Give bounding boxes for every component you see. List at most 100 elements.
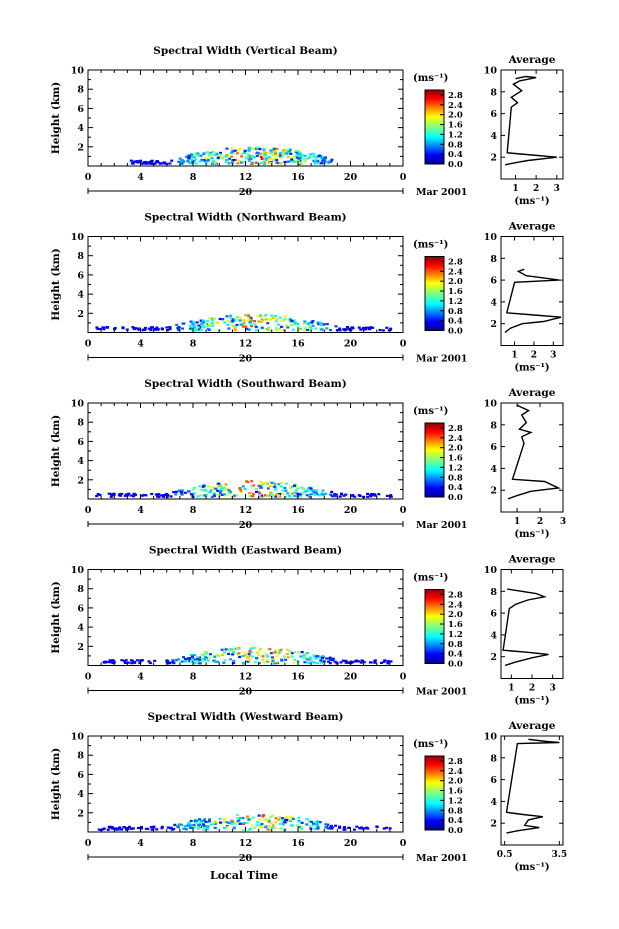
heatmap-cell bbox=[218, 485, 222, 488]
heatmap-cell bbox=[226, 319, 230, 322]
x-tick-label: 12 bbox=[239, 672, 252, 683]
heatmap-cell bbox=[204, 820, 208, 823]
y-tick-label: 4 bbox=[77, 290, 84, 301]
heatmap-cell bbox=[111, 659, 115, 662]
heatmap-cell bbox=[311, 152, 315, 155]
average-y-tick-label: 6 bbox=[490, 609, 497, 620]
heatmap-cell bbox=[283, 160, 287, 164]
heatmap-cell bbox=[178, 489, 181, 492]
heatmap-cell bbox=[233, 325, 237, 329]
heatmap-cell bbox=[373, 661, 377, 664]
heatmap-cell bbox=[247, 146, 251, 149]
heatmap-cell bbox=[208, 317, 212, 320]
heatmap-cell bbox=[201, 485, 205, 488]
heatmap-cell bbox=[253, 320, 256, 323]
heatmap-cell bbox=[241, 654, 245, 658]
heatmap-cell bbox=[212, 492, 216, 495]
heatmap-cell bbox=[166, 826, 170, 829]
heatmap-cell bbox=[302, 655, 306, 659]
heatmap-cell bbox=[264, 314, 268, 317]
heatmap-cell bbox=[149, 160, 153, 163]
x-tick-label: 8 bbox=[190, 505, 197, 516]
heatmap-cell bbox=[373, 493, 376, 496]
heatmap-cell bbox=[323, 161, 327, 164]
heatmap-cell bbox=[266, 660, 270, 663]
heatmap-cell bbox=[309, 493, 313, 496]
y-tick-label: 6 bbox=[77, 437, 84, 448]
heatmap-cell bbox=[201, 823, 205, 826]
heatmap-cell bbox=[377, 493, 381, 496]
heatmap-cell bbox=[199, 494, 203, 497]
heatmap-cell bbox=[140, 825, 143, 829]
heatmap-cell bbox=[238, 317, 242, 320]
heatmap-cell bbox=[257, 661, 261, 665]
heatmap-cell bbox=[150, 828, 154, 831]
heatmap-cell bbox=[246, 153, 250, 156]
heatmap-cell bbox=[317, 155, 321, 158]
x-tick-label: 12 bbox=[239, 505, 252, 516]
heatmap-cell bbox=[252, 147, 255, 150]
heatmap-cell bbox=[193, 486, 196, 489]
heatmap-cell bbox=[248, 491, 252, 495]
heatmap-cell bbox=[270, 483, 274, 487]
heatmap-cell bbox=[107, 492, 111, 495]
heatmap-cell bbox=[329, 160, 333, 163]
heatmap-cell bbox=[324, 826, 328, 829]
heatmap-cell bbox=[268, 648, 272, 651]
colorbar-tick-label: 1.2 bbox=[448, 130, 463, 140]
heatmap-cell bbox=[253, 826, 257, 829]
heatmap-cell bbox=[209, 154, 213, 157]
heatmap-cell bbox=[286, 160, 290, 163]
colorbar-tick-label: 1.6 bbox=[448, 454, 463, 464]
heatmap-cell bbox=[292, 661, 296, 664]
colorbar-tick-label: 2.8 bbox=[448, 424, 463, 434]
average-y-tick-label: 10 bbox=[484, 399, 498, 410]
heatmap-cell bbox=[265, 482, 269, 485]
heatmap-cell bbox=[255, 824, 259, 827]
heatmap-cell bbox=[342, 827, 346, 830]
heatmap-cell bbox=[359, 328, 363, 331]
heatmap-cell bbox=[186, 824, 190, 827]
heatmap-cell bbox=[352, 828, 356, 831]
heatmap-cell bbox=[274, 157, 278, 160]
average-y-tick-label: 8 bbox=[490, 420, 497, 431]
heatmap-cell bbox=[258, 818, 262, 821]
heatmap-cell bbox=[271, 814, 275, 817]
heatmap-cell bbox=[258, 147, 262, 151]
heatmap-cell bbox=[247, 313, 251, 316]
y-tick-label: 10 bbox=[71, 399, 85, 410]
heatmap-cell bbox=[284, 324, 288, 327]
heatmap-cell bbox=[231, 318, 235, 321]
heatmap-cell bbox=[333, 493, 337, 496]
heatmap-cell bbox=[175, 659, 178, 662]
heatmap-cell bbox=[172, 491, 176, 494]
heatmap-cell bbox=[305, 818, 309, 821]
colorbar-tick-label: 1.2 bbox=[448, 796, 463, 806]
heatmap-cell bbox=[208, 491, 212, 494]
heatmap-cell bbox=[356, 660, 360, 663]
x-tick-label: 16 bbox=[291, 505, 305, 516]
heatmap-cell bbox=[315, 655, 319, 658]
heatmap-cell bbox=[169, 826, 173, 829]
heatmap-cell bbox=[150, 162, 153, 165]
heatmap-cell bbox=[257, 152, 261, 155]
colorbar bbox=[424, 89, 445, 165]
heatmap-cell bbox=[290, 655, 294, 658]
heatmap-cell bbox=[313, 493, 317, 496]
heatmap-cell bbox=[243, 654, 247, 657]
heatmap-cell bbox=[238, 655, 242, 659]
heatmap-cell bbox=[225, 147, 229, 150]
heatmap-cell bbox=[154, 493, 158, 496]
heatmap-cell bbox=[246, 815, 249, 818]
heatmap-cell bbox=[198, 160, 202, 163]
heatmap-cell bbox=[270, 482, 274, 485]
x-tick-label: 12 bbox=[239, 339, 252, 350]
heatmap-cell bbox=[290, 158, 294, 161]
heatmap-cell bbox=[217, 482, 221, 485]
heatmap-cell bbox=[298, 494, 302, 497]
heatmap-cell bbox=[213, 820, 217, 823]
heatmap-cells bbox=[95, 480, 393, 498]
heatmap-cell bbox=[260, 319, 263, 322]
heatmap-cell bbox=[322, 323, 326, 326]
heatmap-cell bbox=[251, 495, 255, 498]
